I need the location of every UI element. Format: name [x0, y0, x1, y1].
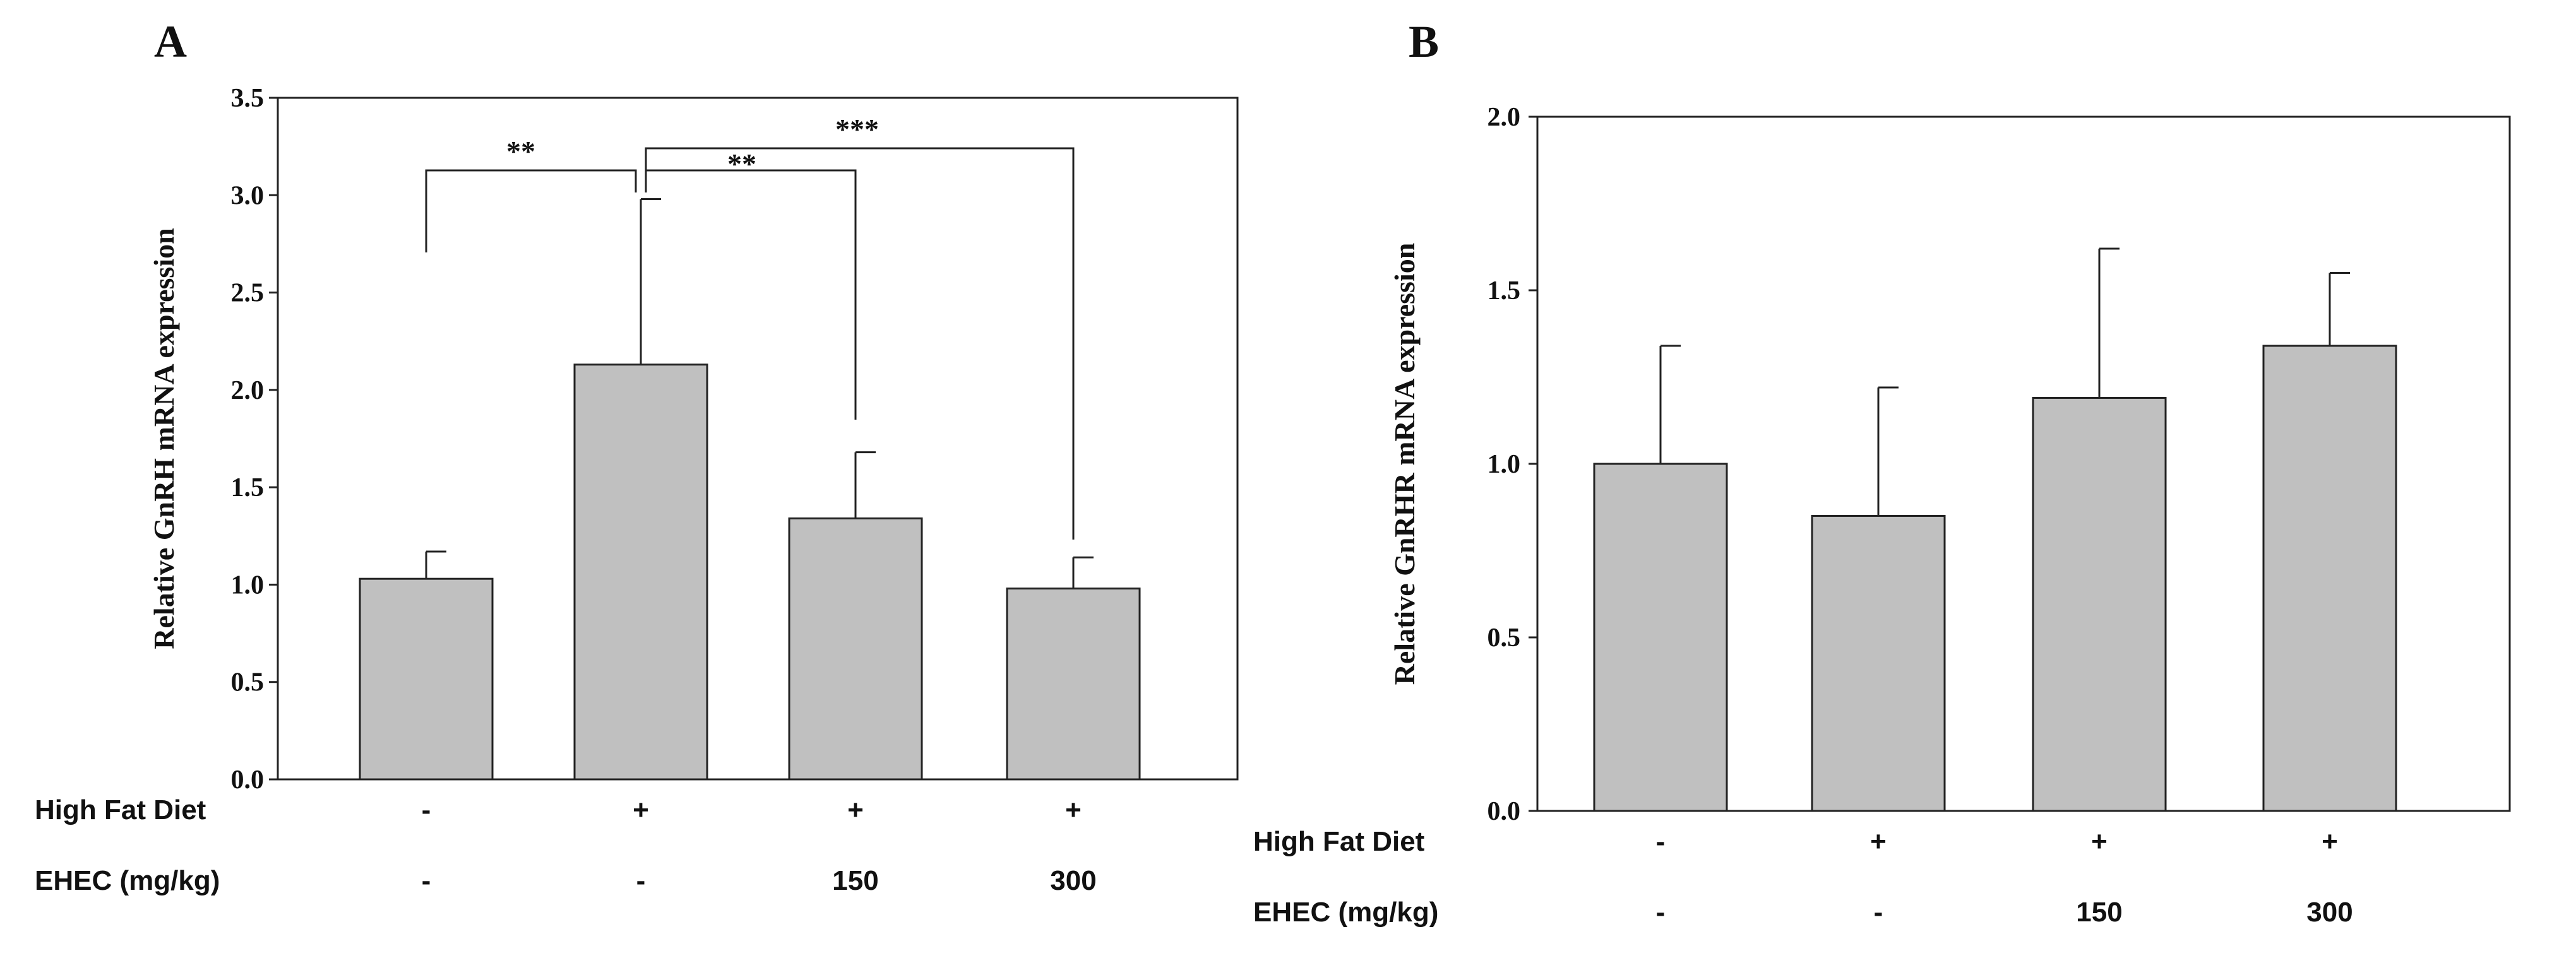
high-fat-diet-value: +	[847, 795, 864, 825]
bar	[1593, 463, 1728, 812]
y-axis-label: Relative GnRH mRNA expression	[148, 228, 180, 649]
row-label-high-fat-diet: High Fat Diet	[35, 795, 206, 825]
y-tick-label: 2.0	[1488, 103, 1521, 132]
high-fat-diet-value: +	[2091, 826, 2108, 857]
panel-label-a: A	[154, 16, 187, 67]
ehec-value: 300	[1050, 865, 1096, 896]
bar	[2262, 345, 2397, 812]
significance-bracket	[645, 147, 1075, 540]
y-tick-label: 0.0	[231, 765, 265, 795]
ehec-value: 150	[832, 865, 878, 896]
high-fat-diet-value: +	[1065, 795, 1082, 825]
y-tick-label: 1.0	[1488, 450, 1521, 479]
y-axis-label: Relative GnRHR mRNA expression	[1388, 243, 1421, 685]
significance-label: **	[506, 135, 535, 167]
y-tick-label: 0.0	[1488, 797, 1521, 826]
plot-frame	[277, 97, 1239, 781]
y-tick-label: 1.0	[231, 570, 265, 600]
row-label-ehec: EHEC (mg/kg)	[35, 865, 220, 896]
y-tick-label: 0.5	[231, 668, 265, 697]
bar	[573, 363, 708, 781]
significance-label: ***	[835, 113, 879, 145]
significance-bracket	[425, 169, 637, 252]
row-label-high-fat-diet: High Fat Diet	[1253, 826, 1425, 857]
ehec-value: 150	[2076, 897, 2122, 928]
significance-brackets	[425, 147, 1075, 540]
y-tick-label: 3.5	[231, 84, 265, 113]
high-fat-diet-value: +	[2322, 826, 2338, 857]
panel-label-b: B	[1409, 16, 1439, 67]
ehec-value: 300	[2306, 897, 2352, 928]
y-tick-label: 1.5	[231, 473, 265, 502]
bar	[1811, 515, 1946, 812]
ehec-value: -	[422, 865, 431, 896]
bar	[2032, 397, 2167, 812]
bar	[359, 577, 494, 781]
bar	[788, 517, 923, 781]
row-label-ehec: EHEC (mg/kg)	[1253, 897, 1438, 928]
y-tick-label: 3.0	[231, 181, 265, 210]
high-fat-diet-value: +	[633, 795, 649, 825]
y-tick-label: 0.5	[1488, 623, 1521, 653]
high-fat-diet-value: -	[1656, 826, 1666, 857]
high-fat-diet-value: +	[1870, 826, 1887, 857]
bar	[1006, 588, 1141, 781]
y-tick-label: 2.5	[231, 279, 265, 308]
significance-label: **	[727, 148, 756, 180]
ehec-value: -	[1874, 897, 1883, 928]
ehec-value: -	[636, 865, 646, 896]
high-fat-diet-value: -	[422, 795, 431, 825]
y-tick-label: 1.5	[1488, 276, 1521, 305]
significance-bracket	[645, 169, 857, 420]
ehec-value: -	[1656, 897, 1666, 928]
y-tick-label: 2.0	[231, 376, 265, 405]
